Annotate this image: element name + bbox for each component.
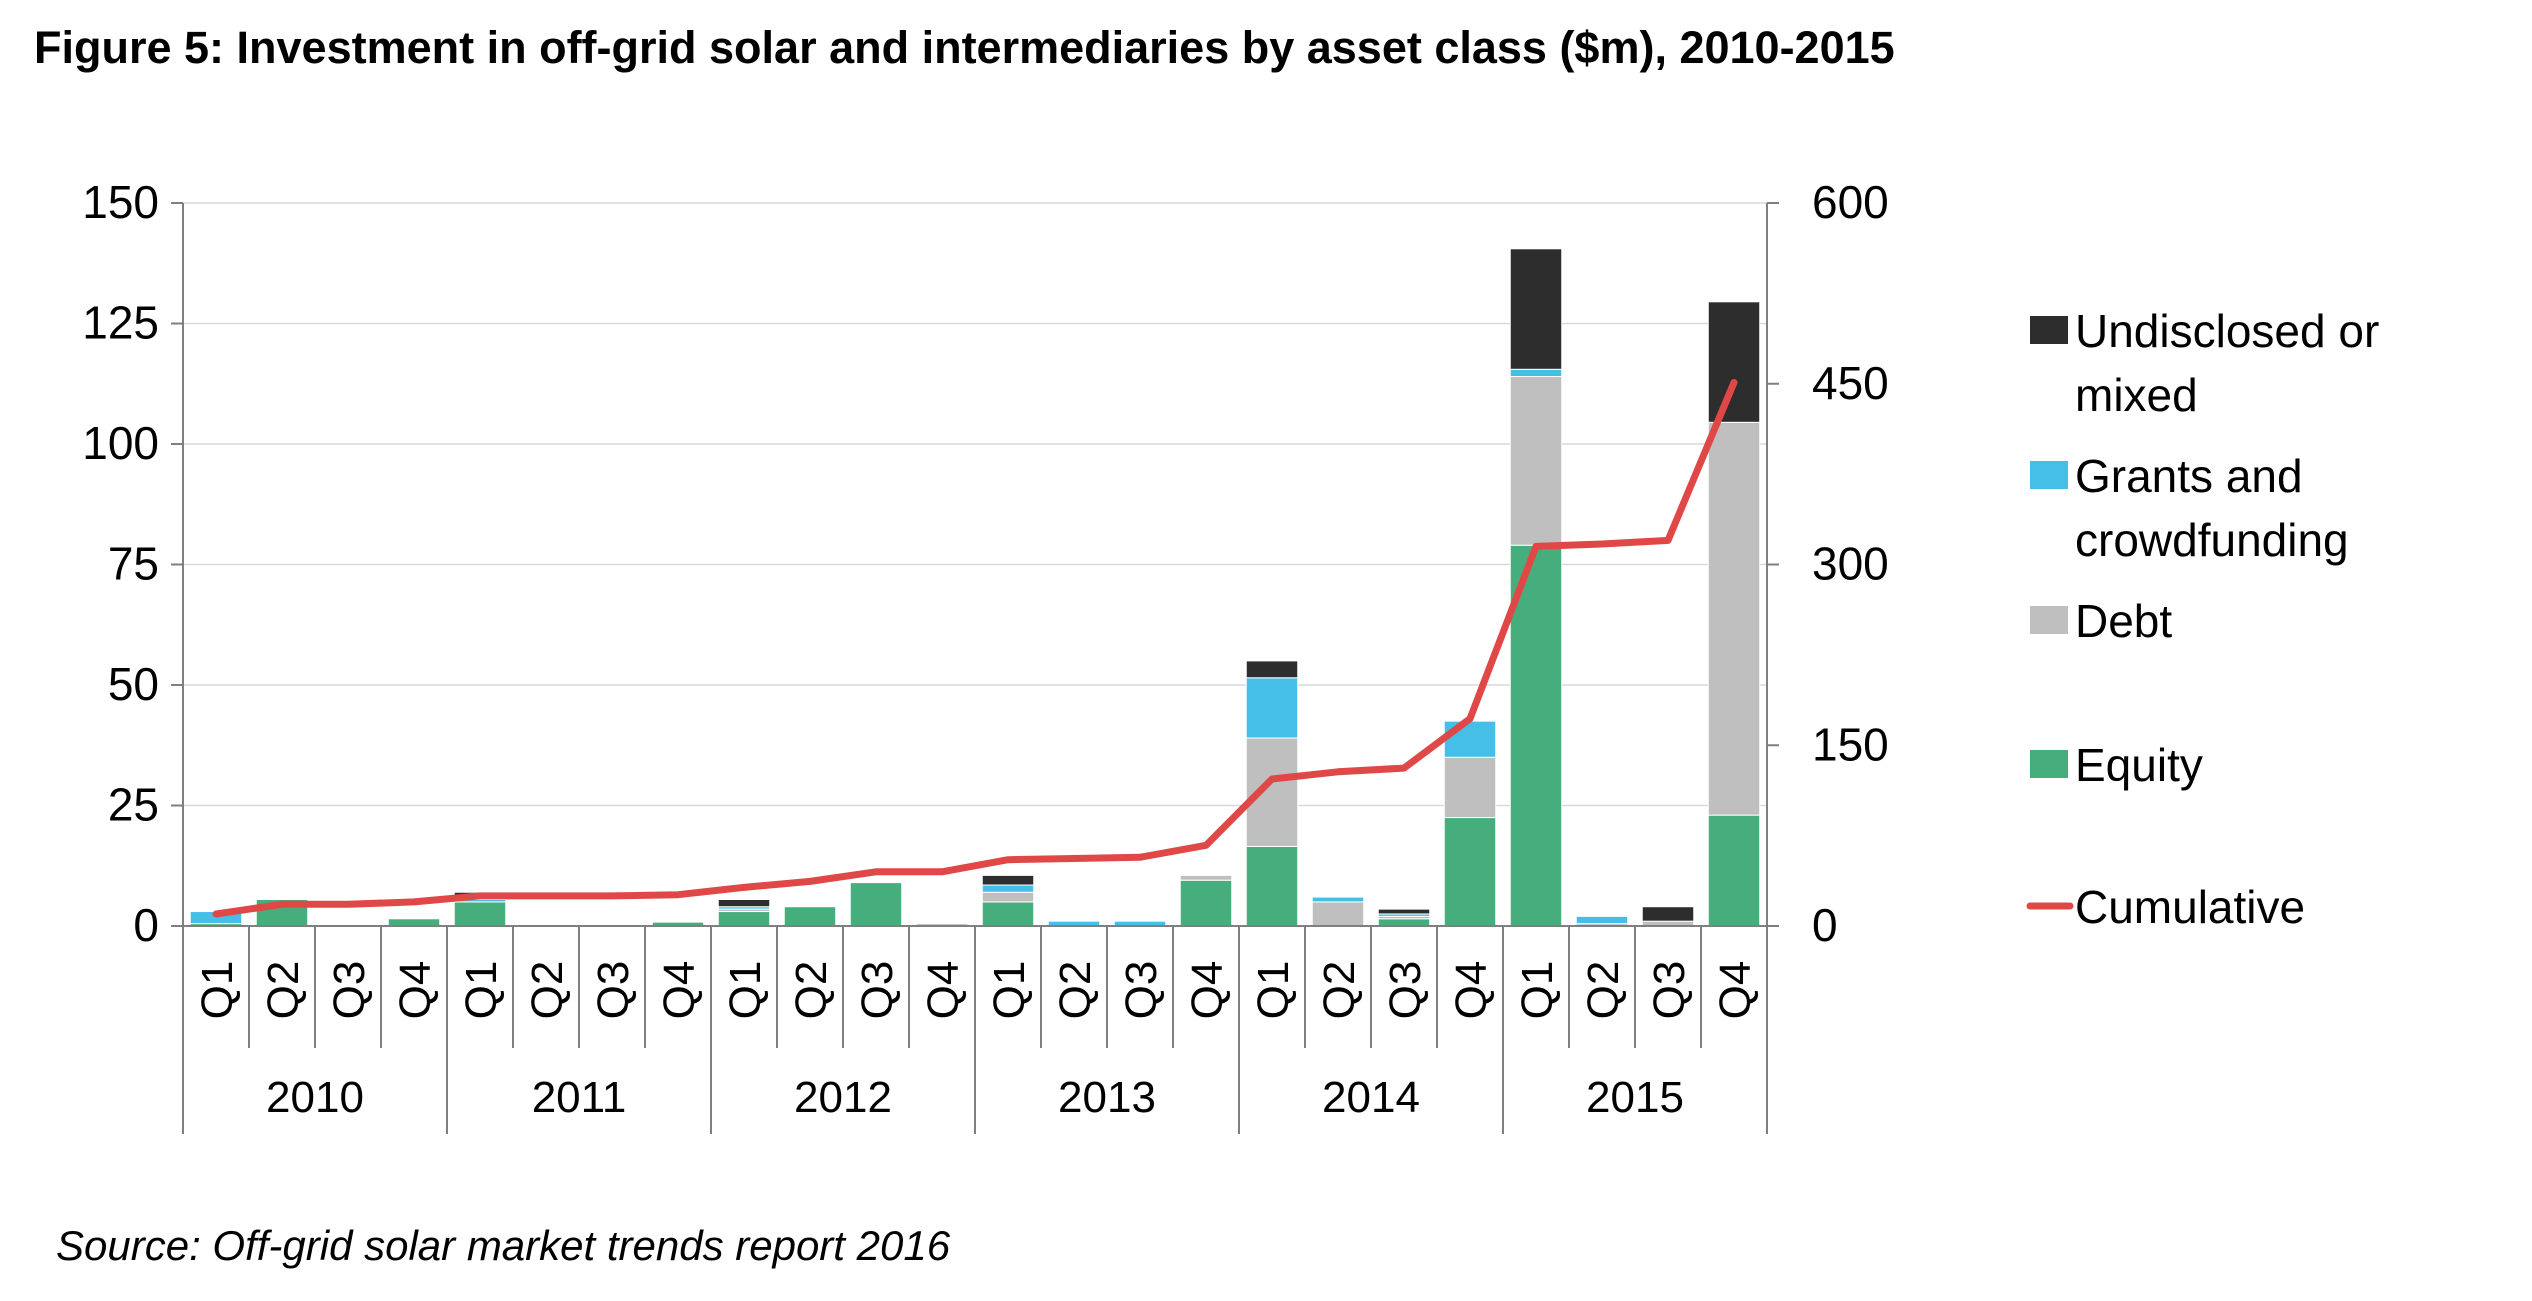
legend-swatch [2030, 606, 2068, 634]
quarter-label: Q4 [1711, 961, 1760, 1020]
quarter-label: Q4 [391, 961, 440, 1020]
bar-segment-equity [1509, 544, 1563, 927]
quarter-label: Q1 [985, 961, 1034, 1020]
bar-segment-undisclosed-or-mixed [1245, 660, 1299, 679]
quarter-label: Q1 [193, 961, 242, 1020]
year-label: 2012 [794, 1073, 892, 1122]
quarter-label: Q3 [1645, 961, 1694, 1020]
quarter-label: Q4 [919, 961, 968, 1020]
bar-segment-grants-and-crowdfunding [1575, 915, 1629, 925]
bar-stacks [189, 248, 1761, 927]
legend-swatch [2030, 750, 2068, 778]
right-tick-label: 600 [1812, 176, 1889, 228]
bar-segment-equity [783, 906, 837, 927]
bar-segment-debt [1707, 421, 1761, 816]
quarter-label: Q3 [853, 961, 902, 1020]
bar-segment-undisclosed-or-mixed [717, 898, 771, 908]
quarter-label: Q2 [1051, 961, 1100, 1020]
left-tick-label: 0 [133, 899, 159, 951]
quarter-label: Q1 [721, 961, 770, 1020]
left-tick-label: 150 [82, 176, 159, 228]
left-tick-label: 125 [82, 297, 159, 349]
quarter-label: Q4 [1183, 961, 1232, 1020]
quarter-label: Q1 [1249, 961, 1298, 1020]
left-tick-label: 50 [108, 658, 159, 710]
bar-segment-undisclosed-or-mixed [1641, 906, 1695, 922]
left-tick-label: 25 [108, 779, 159, 831]
legend-label: Grants and crowdfunding [2075, 450, 2349, 566]
bar-segment-undisclosed-or-mixed [1509, 248, 1563, 370]
right-axis-ticks: 0 150 300 450 600 [1812, 176, 1889, 951]
bar-segment-equity [1245, 845, 1299, 927]
left-tick-label: 75 [108, 538, 159, 590]
right-tick-label: 450 [1812, 357, 1889, 409]
chart-title: Figure 5: Investment in off-grid solar a… [34, 22, 1895, 73]
bar-segment-equity [1377, 918, 1431, 927]
year-label: 2010 [266, 1073, 364, 1122]
quarter-label: Q1 [457, 961, 506, 1020]
axes [171, 202, 1779, 1134]
bar-segment-debt [1179, 874, 1233, 881]
bar-segment-grants-and-crowdfunding [1311, 896, 1365, 903]
year-label: 2014 [1322, 1073, 1420, 1122]
cumulative-line-layer [212, 379, 1738, 918]
quarter-label: Q3 [589, 961, 638, 1020]
x-axis-labels: Q1 Q2 Q3 Q4 Q1 Q2 Q3 Q4 Q1 Q2 Q3 Q4 Q1 Q2 Q3 Q4 Q1 Q2 Q3 Q4… [193, 961, 1760, 1122]
legend-label: Equity [2075, 739, 2203, 791]
right-tick-label: 150 [1812, 718, 1889, 770]
bar-segment-grants-and-crowdfunding [981, 884, 1035, 893]
legend-label: Undisclosed or mixed [2075, 305, 2379, 421]
quarter-label: Q2 [523, 961, 572, 1020]
quarter-label: Q2 [259, 961, 308, 1020]
bar-segment-equity [387, 918, 441, 927]
bar-segment-equity [1443, 817, 1497, 927]
quarter-label: Q4 [1447, 961, 1496, 1020]
legend-swatch [2030, 316, 2068, 344]
quarter-label: Q2 [1315, 961, 1364, 1020]
bar-segment-equity [717, 911, 771, 927]
bar-segment-undisclosed-or-mixed [1377, 908, 1431, 915]
bar-segment-debt [1443, 756, 1497, 819]
bar-segment-equity [849, 882, 903, 927]
bar-segment-undisclosed-or-mixed [981, 874, 1035, 886]
year-label: 2011 [532, 1073, 627, 1122]
bar-segment-grants-and-crowdfunding [1245, 677, 1299, 739]
quarter-label: Q3 [325, 961, 374, 1020]
bar-segment-debt [1311, 901, 1365, 927]
bar-segment-equity [1179, 879, 1233, 927]
source-note: Source: Off-grid solar market trends rep… [56, 1222, 951, 1269]
right-tick-label: 0 [1812, 899, 1838, 951]
left-axis-ticks: 0 25 50 75 100 125 150 [82, 176, 159, 951]
legend-label: Debt [2075, 595, 2172, 647]
legend-swatch [2030, 461, 2068, 489]
bar-segment-equity [981, 901, 1035, 927]
gridlines [183, 202, 1767, 807]
right-tick-label: 300 [1812, 538, 1889, 590]
quarter-label: Q3 [1117, 961, 1166, 1020]
bar-segment-debt [1509, 376, 1563, 546]
quarter-label: Q1 [1513, 961, 1562, 1020]
bar-segment-equity [453, 901, 507, 927]
year-label: 2013 [1058, 1073, 1156, 1122]
bar-segment-grants-and-crowdfunding [1443, 720, 1497, 758]
quarter-label: Q2 [787, 961, 836, 1020]
bar-segment-equity [1707, 814, 1761, 927]
year-label: 2015 [1586, 1073, 1684, 1122]
quarter-label: Q3 [1381, 961, 1430, 1020]
left-tick-label: 100 [82, 417, 159, 469]
bar-segment-debt [981, 891, 1035, 903]
bar-segment-undisclosed-or-mixed [1707, 301, 1761, 423]
legend: Undisclosed or mixed Grants and crowdfundin… [2026, 305, 2379, 933]
legend-label: Cumulative [2075, 881, 2305, 933]
bar-segment-grants-and-crowdfunding [1509, 368, 1563, 378]
quarter-label: Q2 [1579, 961, 1628, 1020]
quarter-label: Q4 [655, 961, 704, 1020]
cumulative-line [212, 379, 1738, 918]
